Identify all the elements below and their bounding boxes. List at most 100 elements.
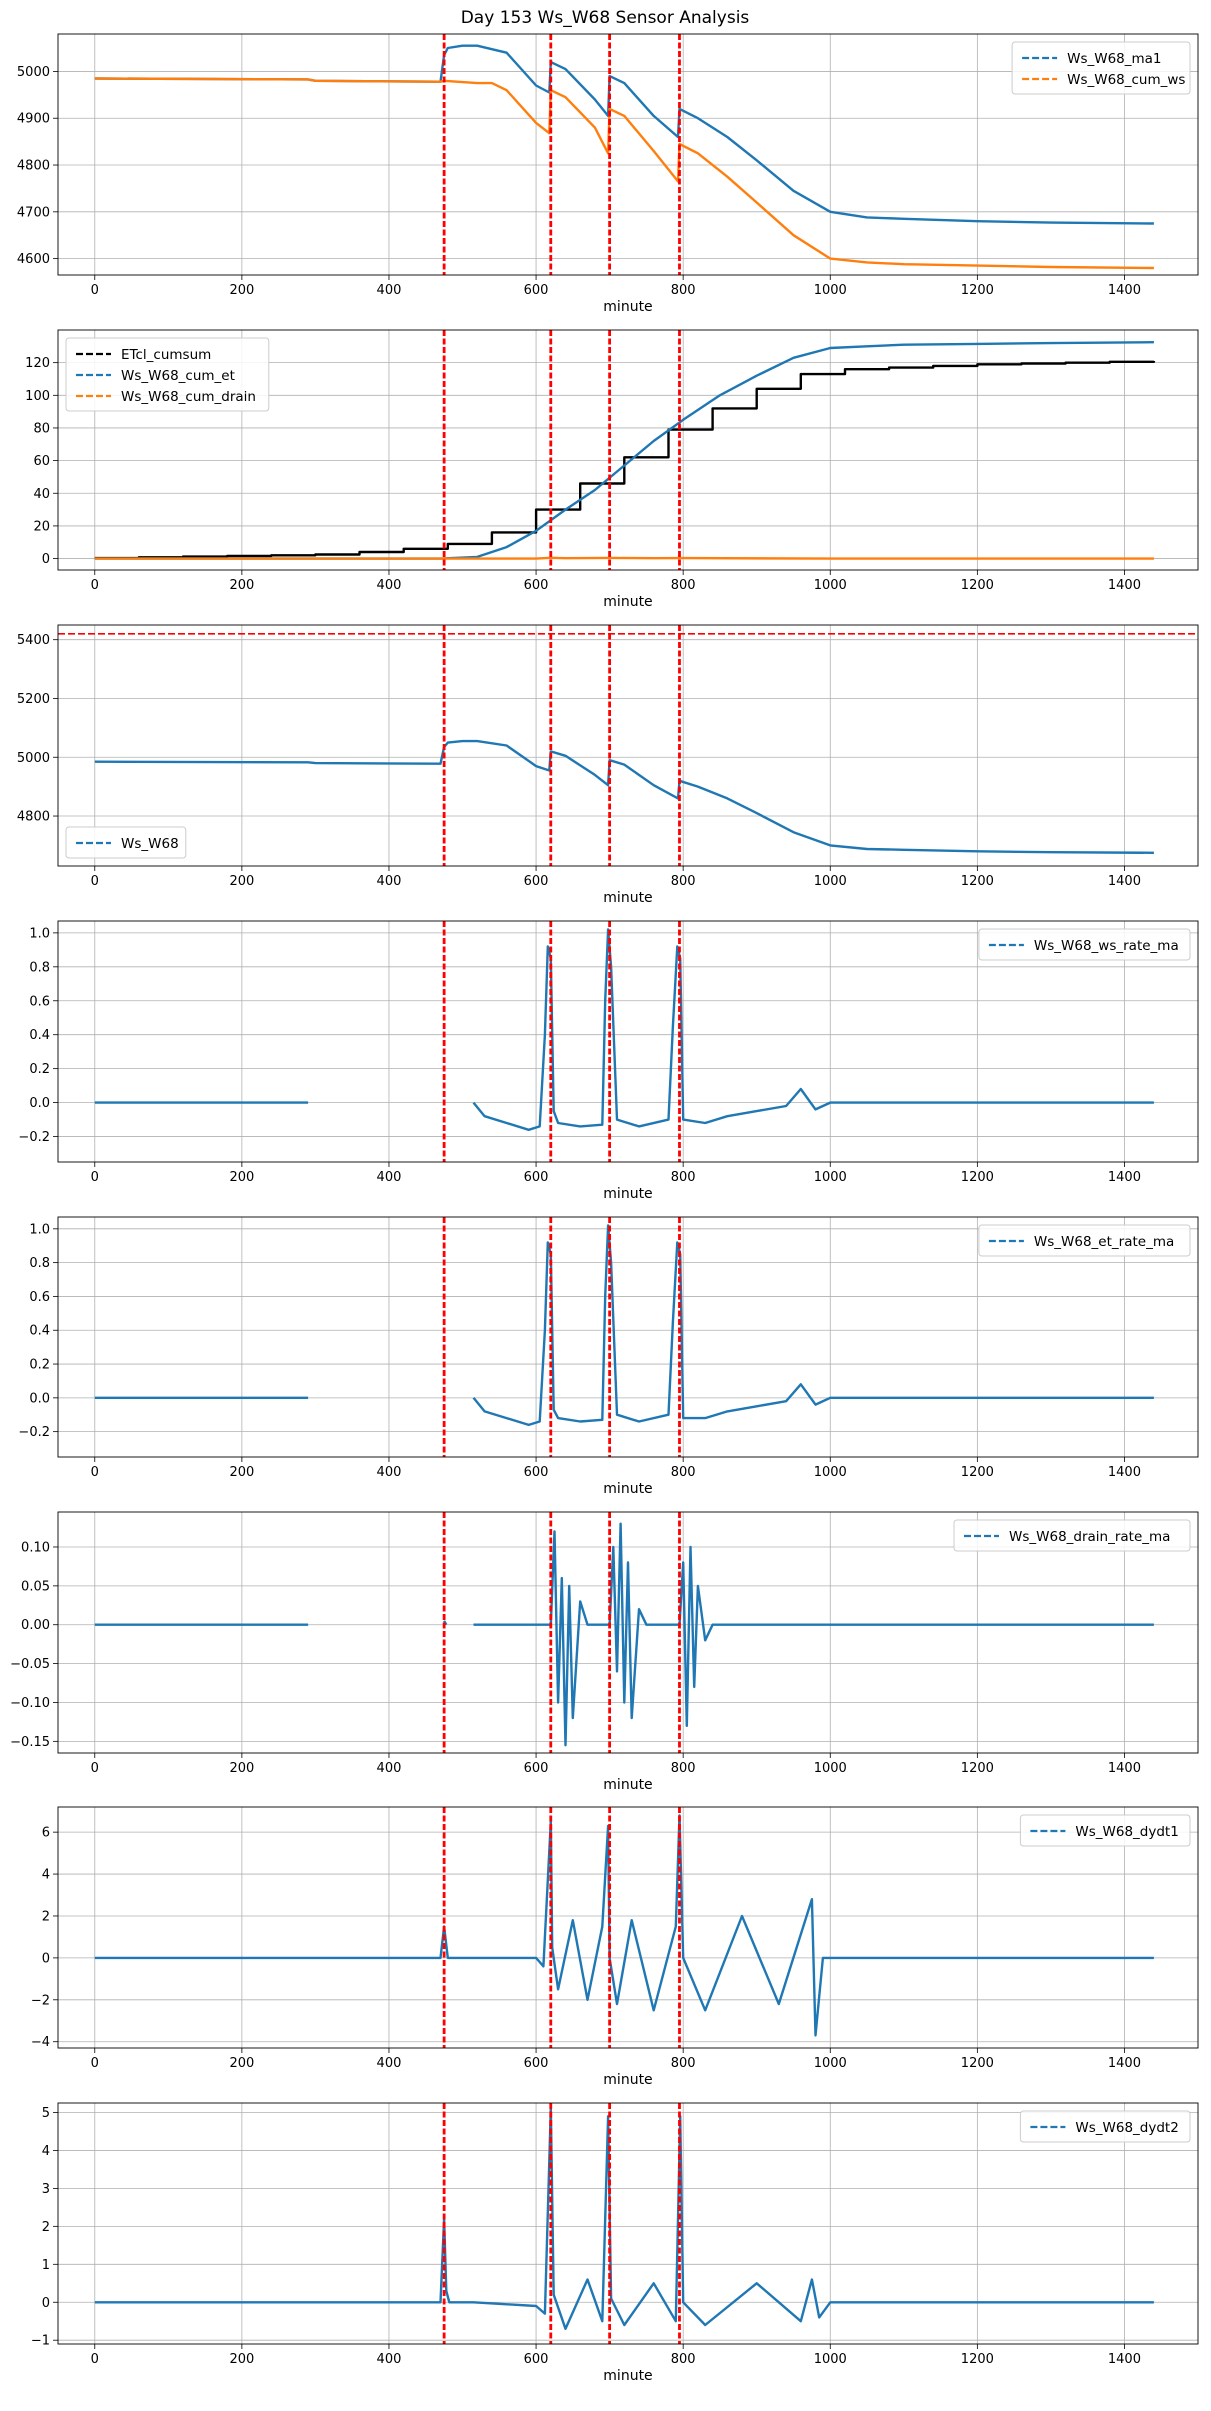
x-tick-label: 0 (91, 283, 99, 298)
y-tick-label: 0.4 (29, 1028, 50, 1043)
y-tick-label: −1 (31, 2334, 50, 2349)
y-tick-label: −0.2 (18, 1130, 50, 1145)
x-tick-label: 1000 (814, 578, 847, 593)
chart-panel-7: 0 200 400 600 800 1000 1200 1400 −4 −2 0 2 4 6 minute W… (31, 1806, 1199, 2088)
x-tick-label: 400 (377, 578, 402, 593)
plot-area (94, 2103, 1154, 2344)
chart-panel-1: 0 200 400 600 800 1000 1200 1400 4600 4700 4800 490… (17, 33, 1199, 315)
axes-frame (57, 33, 1199, 276)
y-tick-label: 0.6 (29, 994, 50, 1009)
y-tick-label: −4 (31, 2035, 50, 2050)
x-tick-label: 600 (524, 2352, 549, 2367)
x-tick-label: 200 (229, 874, 254, 889)
chart-panel-8: 0 200 400 600 800 1000 1200 1400 −1 0 1 2 3 4 5 minute W… (31, 2102, 1199, 2384)
legend: Ws_W68_ma1 Ws_W68_cum_ws (1011, 41, 1191, 95)
y-tick-label: 0.2 (29, 1062, 50, 1077)
chart-panel-3: 0 200 400 600 800 1000 1200 1400 4800 5000 5200 540… (17, 624, 1199, 906)
chart-panel-5: 0 200 400 600 800 1000 1200 1400 −0.2 0.0 0.2 0.4 0.… (18, 1216, 1199, 1497)
axes-frame (57, 624, 1199, 867)
legend-label: Ws_W68_dydt1 (1075, 1824, 1178, 1840)
x-tick-label: 1400 (1108, 874, 1141, 889)
x-tick-label: 1200 (961, 874, 994, 889)
x-tick-label: 0 (91, 1465, 99, 1480)
plot-area (58, 625, 1198, 866)
y-tick-label: 5400 (17, 633, 50, 648)
y-tick-label: 60 (33, 454, 50, 469)
y-tick-label: −0.15 (10, 1735, 50, 1750)
legend: Ws_W68 (65, 826, 187, 859)
legend-label: Ws_W68_ma1 (1067, 51, 1161, 67)
x-tick-label: 1000 (814, 283, 847, 298)
y-tick-label: 1.0 (29, 926, 50, 941)
plot-area (94, 34, 1154, 275)
y-tick-label: 5200 (17, 692, 50, 707)
series-line-Ws_W68_dydt1 (94, 1814, 1154, 2037)
legend: Ws_W68_dydt1 (1019, 1814, 1191, 1847)
x-tick-label: 200 (229, 1761, 254, 1776)
x-tick-label: 600 (524, 1465, 549, 1480)
x-tick-label: 1400 (1108, 2056, 1141, 2071)
x-tick-label: 0 (91, 2352, 99, 2367)
x-tick-label: 1000 (814, 874, 847, 889)
x-tick-label: 200 (229, 578, 254, 593)
x-tick-label: 200 (229, 2056, 254, 2071)
y-tick-label: −0.2 (18, 1425, 50, 1440)
x-tick-label: 400 (377, 2352, 402, 2367)
y-tick-label: 4600 (17, 252, 50, 267)
axes-frame (57, 1216, 1199, 1458)
legend-box (978, 928, 1191, 961)
legend-label: Ws_W68_cum_drain (121, 389, 256, 405)
x-tick-label: 400 (377, 874, 402, 889)
legend-label: Ws_W68 (121, 836, 179, 852)
x-tick-label: 600 (524, 2056, 549, 2071)
x-axis-label: minute (603, 594, 652, 610)
legend: Ws_W68_drain_rate_ma (953, 1519, 1191, 1552)
x-tick-label: 400 (377, 1170, 402, 1185)
x-tick-label: 800 (671, 1170, 696, 1185)
series-line-Ws_W68_ma1 (94, 44, 1154, 225)
y-tick-label: 0.0 (29, 1096, 50, 1111)
y-tick-label: 0 (42, 2296, 50, 2311)
x-tick-label: 800 (671, 874, 696, 889)
series-line-Ws_W68 (94, 739, 1154, 854)
plot-area (94, 1217, 1154, 1457)
y-tick-label: 0 (42, 1951, 50, 1966)
axes-frame (57, 1806, 1199, 2049)
axes-frame (57, 1511, 1199, 1754)
y-tick-label: 0.0 (29, 1391, 50, 1406)
y-tick-label: 4800 (17, 159, 50, 174)
x-tick-label: 400 (377, 1465, 402, 1480)
y-tick-label: 0.10 (21, 1540, 50, 1555)
y-tick-label: 40 (33, 487, 50, 502)
plot-area (94, 1512, 1154, 1753)
x-tick-label: 800 (671, 1465, 696, 1480)
y-tick-label: 0.00 (21, 1618, 50, 1633)
x-tick-label: 1400 (1108, 2352, 1141, 2367)
legend-box (978, 1224, 1191, 1257)
series-line-Ws_W68_cum_et (94, 341, 1154, 560)
legend-label: ETcl_cumsum (121, 347, 211, 363)
legend-label: Ws_W68_cum_ws (1067, 72, 1185, 88)
y-tick-label: 6 (42, 1826, 50, 1841)
x-axis-label: minute (603, 299, 652, 315)
x-tick-label: 1000 (814, 1170, 847, 1185)
y-tick-label: 4700 (17, 205, 50, 220)
x-tick-label: 0 (91, 1761, 99, 1776)
legend: Ws_W68_et_rate_ma (978, 1224, 1191, 1257)
legend-box (953, 1519, 1191, 1552)
x-tick-label: 800 (671, 1761, 696, 1776)
chart-panel-4: 0 200 400 600 800 1000 1200 1400 −0.2 0.0 0.2 0.4 0.… (18, 920, 1199, 1202)
x-tick-label: 400 (377, 2056, 402, 2071)
x-tick-label: 0 (91, 578, 99, 593)
x-tick-label: 800 (671, 2056, 696, 2071)
chart-panel-6: 0 200 400 600 800 1000 1200 1400 −0.15 −0.10 −0.05… (10, 1511, 1199, 1793)
x-tick-label: 200 (229, 283, 254, 298)
x-tick-label: 200 (229, 1170, 254, 1185)
y-tick-label: 0.05 (21, 1579, 50, 1594)
x-tick-label: 1400 (1108, 1170, 1141, 1185)
x-tick-label: 400 (377, 283, 402, 298)
legend-label: Ws_W68_et_rate_ma (1034, 1234, 1174, 1250)
legend-label: Ws_W68_cum_et (121, 368, 235, 384)
x-axis-label: minute (603, 1777, 652, 1793)
x-axis-label: minute (603, 1481, 652, 1497)
